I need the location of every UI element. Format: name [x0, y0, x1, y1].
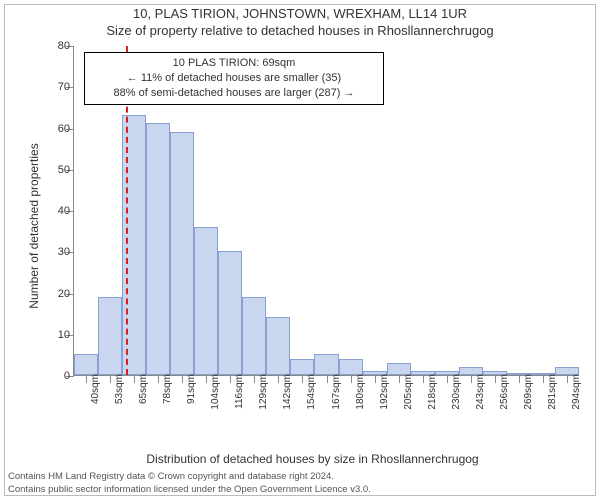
x-tick — [158, 375, 159, 383]
histogram-bar — [170, 132, 194, 375]
y-tick-label: 0 — [42, 370, 70, 382]
footer-attribution: Contains HM Land Registry data © Crown c… — [8, 471, 371, 496]
x-tick-label: 294sqm — [571, 374, 582, 410]
x-tick-label: 104sqm — [210, 374, 221, 410]
x-tick-label: 40sqm — [90, 374, 101, 404]
x-tick — [495, 375, 496, 383]
x-tick — [302, 375, 303, 383]
x-tick — [206, 375, 207, 383]
x-tick-label: 154sqm — [306, 374, 317, 410]
histogram-bar — [74, 354, 98, 375]
x-tick — [375, 375, 376, 383]
footer-line-1: Contains HM Land Registry data © Crown c… — [8, 471, 371, 483]
x-tick — [471, 375, 472, 383]
histogram-bar — [339, 359, 363, 376]
histogram-bar — [314, 354, 338, 375]
x-tick-label: 129sqm — [258, 374, 269, 410]
x-tick — [567, 375, 568, 383]
x-tick — [327, 375, 328, 383]
histogram-bar — [266, 317, 290, 375]
x-tick — [182, 375, 183, 383]
plot-area: 10 PLAS TIRION: 69sqm ← 11% of detached … — [73, 46, 578, 376]
x-tick — [134, 375, 135, 383]
x-tick — [399, 375, 400, 383]
x-tick-label: 243sqm — [475, 374, 486, 410]
x-tick — [278, 375, 279, 383]
x-tick-label: 167sqm — [331, 374, 342, 410]
annotation-line-1: 10 PLAS TIRION: 69sqm — [91, 56, 377, 71]
chart-title-sub: Size of property relative to detached ho… — [0, 21, 600, 38]
annotation-line-2: ← 11% of detached houses are smaller (35… — [91, 71, 377, 86]
footer-line-2: Contains public sector information licen… — [8, 484, 371, 496]
x-tick — [254, 375, 255, 383]
histogram-bar — [98, 297, 122, 375]
x-tick-label: 205sqm — [403, 374, 414, 410]
x-tick-label: 269sqm — [523, 374, 534, 410]
y-tick-label: 30 — [42, 246, 70, 258]
x-axis-label: Distribution of detached houses by size … — [45, 452, 580, 466]
annotation-line-3: 88% of semi-detached houses are larger (… — [91, 86, 377, 101]
histogram-bar — [218, 251, 242, 375]
y-tick-label: 80 — [42, 40, 70, 52]
x-tick-label: 256sqm — [499, 374, 510, 410]
annotation-box: 10 PLAS TIRION: 69sqm ← 11% of detached … — [84, 52, 384, 105]
histogram-bar — [242, 297, 266, 375]
x-tick-label: 78sqm — [162, 374, 173, 404]
x-tick-label: 192sqm — [379, 374, 390, 410]
x-tick-label: 281sqm — [547, 374, 558, 410]
x-tick-label: 218sqm — [427, 374, 438, 410]
x-tick — [110, 375, 111, 383]
x-tick-label: 180sqm — [355, 374, 366, 410]
x-tick — [86, 375, 87, 383]
y-tick-label: 70 — [42, 81, 70, 93]
histogram-bar — [194, 227, 218, 376]
y-axis-label: Number of detached properties — [27, 143, 41, 308]
x-tick — [447, 375, 448, 383]
y-tick-label: 10 — [42, 329, 70, 341]
x-tick-label: 65sqm — [138, 374, 149, 404]
histogram-bar — [290, 359, 314, 376]
histogram-bar — [146, 123, 170, 375]
y-tick-label: 20 — [42, 288, 70, 300]
x-tick-label: 142sqm — [282, 374, 293, 410]
x-tick — [519, 375, 520, 383]
x-tick — [230, 375, 231, 383]
x-tick — [543, 375, 544, 383]
x-tick — [423, 375, 424, 383]
x-tick-label: 230sqm — [451, 374, 462, 410]
x-tick-label: 53sqm — [114, 374, 125, 404]
chart-title-main: 10, PLAS TIRION, JOHNSTOWN, WREXHAM, LL1… — [0, 0, 600, 21]
x-tick — [351, 375, 352, 383]
y-tick-label: 40 — [42, 205, 70, 217]
x-tick-label: 116sqm — [234, 374, 245, 409]
chart-container: Number of detached properties 10 PLAS TI… — [45, 46, 580, 406]
x-tick-label: 91sqm — [186, 374, 197, 404]
y-tick-label: 50 — [42, 164, 70, 176]
y-tick-label: 60 — [42, 123, 70, 135]
